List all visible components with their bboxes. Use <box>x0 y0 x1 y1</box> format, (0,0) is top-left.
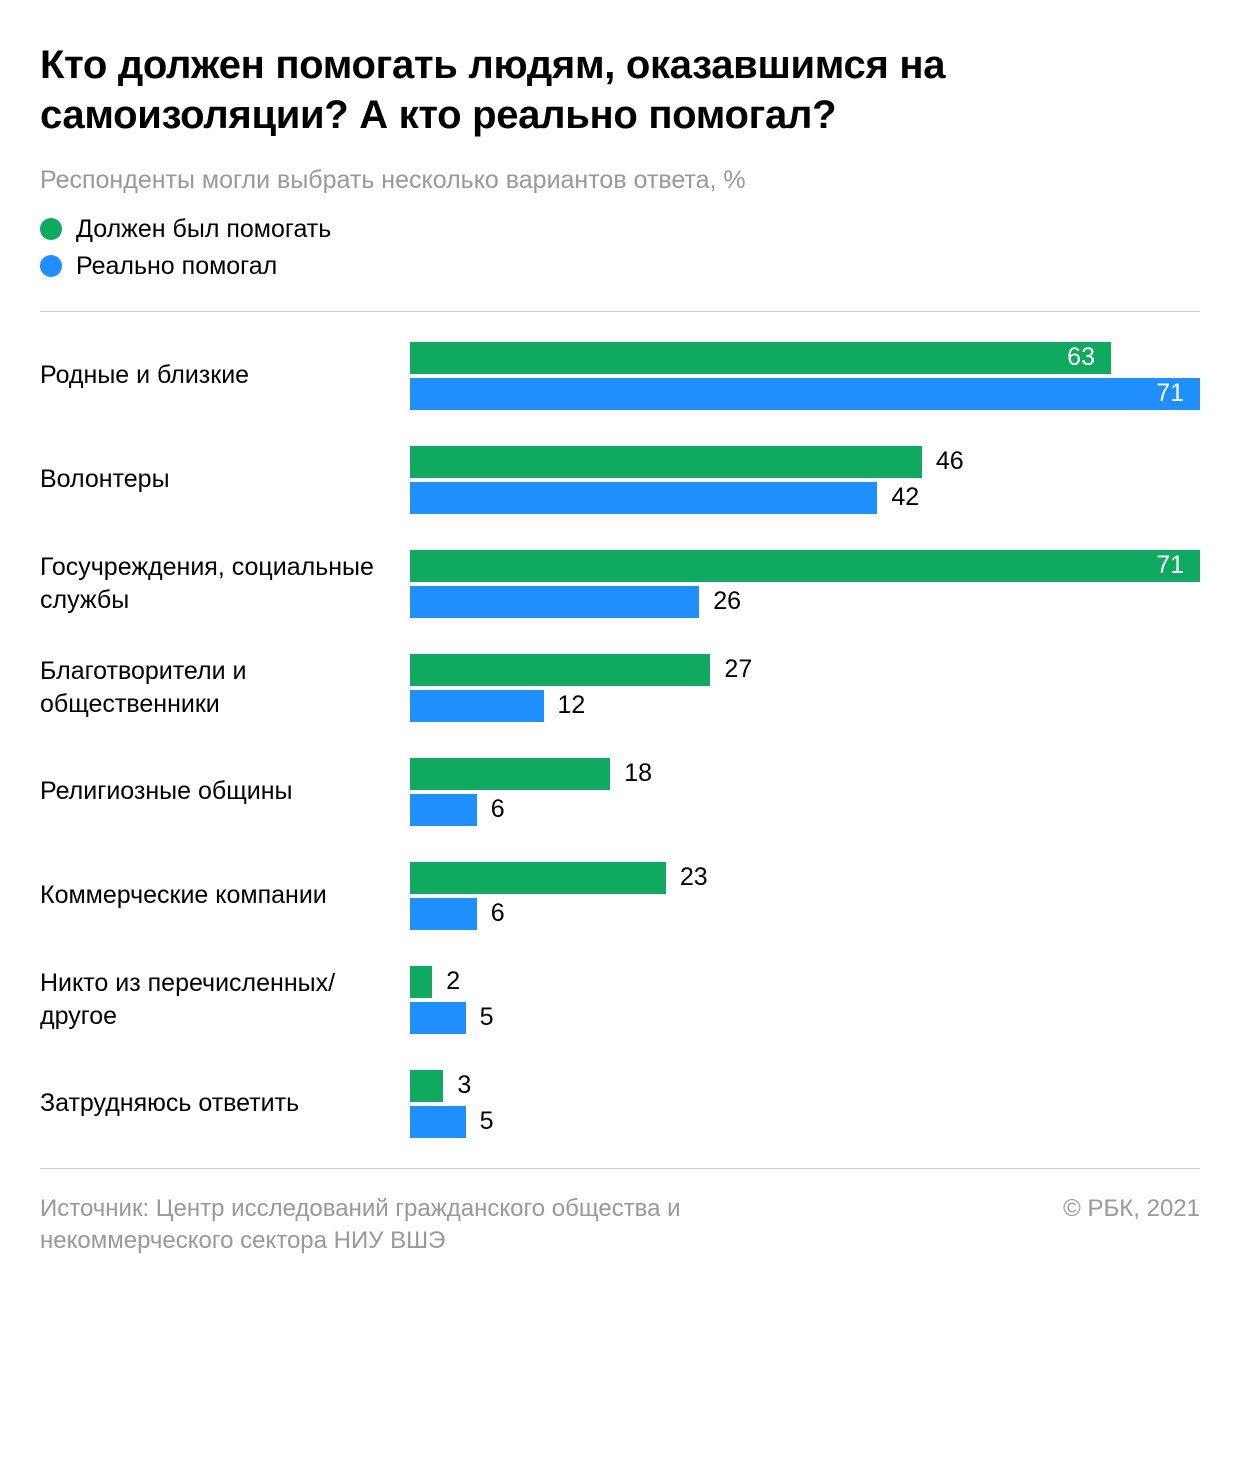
should-bar: 63 <box>410 342 1111 374</box>
should-bar <box>410 758 610 790</box>
chart-row: Религиозные общины 18 6 <box>40 758 1200 826</box>
category-label: Коммерческие компании <box>40 879 410 912</box>
bars-cell: 27 12 <box>410 654 1200 722</box>
category-label: Религиозные общины <box>40 775 410 808</box>
should-value: 27 <box>724 655 752 684</box>
should-value: 2 <box>446 967 460 996</box>
should-bar <box>410 862 666 894</box>
actual-bar-line: 42 <box>410 482 1200 514</box>
should-bar-line: 2 <box>410 966 1200 998</box>
should-bar <box>410 654 710 686</box>
chart-title: Кто должен помогать людям, оказавшимся н… <box>40 40 1200 140</box>
should-bar-line: 23 <box>410 862 1200 894</box>
bars-cell: 63 71 <box>410 342 1200 410</box>
chart-row: Родные и близкие 63 71 <box>40 342 1200 410</box>
footer-source-text: Источник: Центр исследований гражданског… <box>40 1193 820 1258</box>
actual-value: 12 <box>558 691 586 720</box>
actual-bar <box>410 1002 466 1034</box>
should-bar-line: 46 <box>410 446 1200 478</box>
actual-bar <box>410 586 699 618</box>
actual-bar-line: 12 <box>410 690 1200 722</box>
actual-bar <box>410 482 877 514</box>
actual-bar-line: 5 <box>410 1106 1200 1138</box>
category-label: Госучреждения, социальные службы <box>40 551 410 616</box>
should-bar <box>410 446 922 478</box>
footer-copyright-text: © РБК, 2021 <box>1063 1193 1200 1225</box>
actual-value: 71 <box>1156 379 1200 408</box>
chart-plot-area: Родные и близкие6371Волонтеры4642Госучре… <box>40 311 1200 1169</box>
chart-row: Никто из перечисленных/ другое25 <box>40 966 1200 1034</box>
actual-value: 26 <box>713 587 741 616</box>
actual-bar-line: 26 <box>410 586 1200 618</box>
bars-cell: 18 6 <box>410 758 1200 826</box>
swatch-icon <box>40 218 62 240</box>
actual-bar <box>410 690 544 722</box>
should-value: 46 <box>936 447 964 476</box>
actual-value: 5 <box>480 1107 494 1136</box>
category-label: Родные и близкие <box>40 359 410 392</box>
should-bar-line: 18 <box>410 758 1200 790</box>
actual-value: 5 <box>480 1003 494 1032</box>
should-bar-line: 27 <box>410 654 1200 686</box>
should-bar <box>410 1070 443 1102</box>
should-value: 3 <box>457 1071 471 1100</box>
actual-bar <box>410 1106 466 1138</box>
chart-footer: Источник: Центр исследований гражданског… <box>40 1193 1200 1258</box>
category-label: Волонтеры <box>40 463 410 496</box>
actual-bar: 71 <box>410 378 1200 410</box>
should-bar-line: 71 <box>410 550 1200 582</box>
category-label: Благотворители и общественники <box>40 655 410 720</box>
actual-bar <box>410 898 477 930</box>
actual-bar-line: 6 <box>410 898 1200 930</box>
chart-row: Затрудняюсь ответить35 <box>40 1070 1200 1138</box>
swatch-icon <box>40 255 62 277</box>
should-bar <box>410 966 432 998</box>
should-value: 18 <box>624 759 652 788</box>
chart-row: Госучреждения, социальные службы 71 26 <box>40 550 1200 618</box>
actual-bar <box>410 794 477 826</box>
should-bar: 71 <box>410 550 1200 582</box>
category-label: Затрудняюсь ответить <box>40 1087 410 1120</box>
legend-item-actual: Реально помогал <box>40 252 1200 281</box>
actual-value: 42 <box>891 483 919 512</box>
chart-row: Волонтеры 46 42 <box>40 446 1200 514</box>
legend-item-should: Должен был помогать <box>40 215 1200 244</box>
should-bar-line: 63 <box>410 342 1200 374</box>
legend-label: Реально помогал <box>76 252 277 281</box>
chart-legend: Должен был помогать Реально помогал <box>40 215 1200 281</box>
chart-row: Благотворители и общественники 27 12 <box>40 654 1200 722</box>
chart-subtitle: Респонденты могли выбрать несколько вари… <box>40 164 1200 197</box>
actual-bar-line: 71 <box>410 378 1200 410</box>
should-value: 63 <box>1067 343 1111 372</box>
actual-bar-line: 5 <box>410 1002 1200 1034</box>
should-bar-line: 3 <box>410 1070 1200 1102</box>
should-value: 23 <box>680 863 708 892</box>
bars-cell: 25 <box>410 966 1200 1034</box>
bars-cell: 35 <box>410 1070 1200 1138</box>
actual-value: 6 <box>491 899 505 928</box>
should-value: 71 <box>1156 551 1200 580</box>
bars-cell: 71 26 <box>410 550 1200 618</box>
actual-bar-line: 6 <box>410 794 1200 826</box>
actual-value: 6 <box>491 795 505 824</box>
legend-label: Должен был помогать <box>76 215 331 244</box>
bars-cell: 46 42 <box>410 446 1200 514</box>
chart-row: Коммерческие компании 23 6 <box>40 862 1200 930</box>
bars-cell: 23 6 <box>410 862 1200 930</box>
category-label: Никто из перечисленных/ другое <box>40 967 410 1032</box>
